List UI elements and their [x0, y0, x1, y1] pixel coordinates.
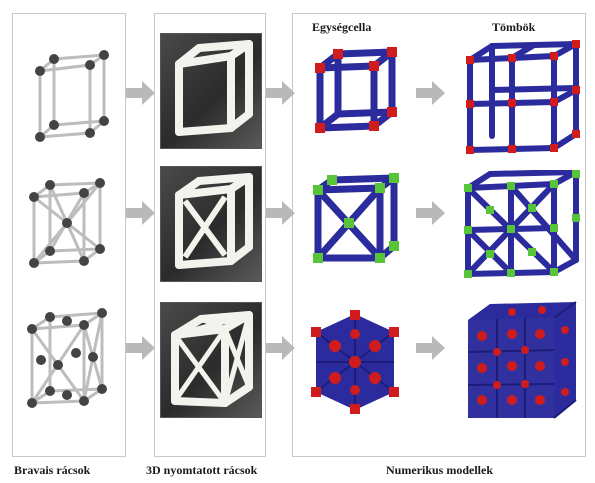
block-face-centered	[467, 301, 577, 419]
printed-face-centered-photo	[160, 302, 262, 418]
arrow-icon	[266, 81, 295, 105]
block-body-centered	[464, 170, 580, 278]
unit-cell-header: Egységcella	[312, 20, 372, 34]
arrow-icon	[126, 81, 155, 105]
arrow-icon	[126, 336, 155, 360]
unit-cell-body-centered	[313, 173, 399, 263]
unit-cell-face-centered	[311, 310, 399, 414]
printed-body-centered-photo	[160, 166, 262, 282]
bravais-face-centered-cubic	[27, 308, 107, 408]
arrow-icon	[416, 336, 445, 360]
arrow-icon	[266, 336, 295, 360]
bravais-simple-cubic	[35, 50, 109, 142]
arrow-icon	[266, 201, 295, 225]
bravais-body-centered-cubic	[29, 178, 105, 268]
printed-caption: 3D nyomtatott rácsok	[146, 463, 258, 477]
printed-simple-cubic-photo	[160, 33, 262, 149]
block-simple-cubic	[466, 40, 580, 154]
arrow-icon	[126, 201, 155, 225]
block-header: Tömbök	[492, 20, 536, 34]
arrow-icon	[416, 81, 445, 105]
numeric-caption: Numerikus modellek	[386, 463, 494, 477]
bravais-caption: Bravais rácsok	[14, 463, 91, 477]
unit-cell-simple-cubic	[315, 47, 397, 133]
arrow-icon	[416, 201, 445, 225]
